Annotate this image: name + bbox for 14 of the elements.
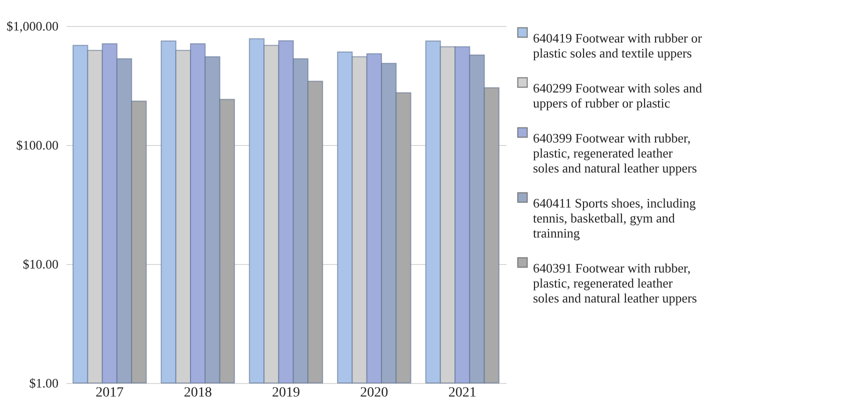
legend-label: 640419 Footwear with rubber or plastic soles and textile uppers <box>533 30 703 60</box>
legend-label: 640411 Sports shoes, including tennis, basketball, gym and trainning <box>533 196 696 240</box>
x-tick-label: 2020 <box>360 386 388 400</box>
y-tick-label: $100.00 <box>16 138 58 152</box>
x-tick-label: 2019 <box>272 386 300 400</box>
x-tick-label: 2021 <box>448 386 476 400</box>
legend-label: 640299 Footwear with soles and uppers of rubber or plastic <box>533 80 702 110</box>
legend-label: 640399 Footwear with rubber, plastic, regenerated leather soles and natural leather uppers <box>533 130 697 176</box>
x-tick-label: 2017 <box>96 386 124 400</box>
y-tick-label: $10.00 <box>22 256 58 272</box>
x-tick-label: 2018 <box>184 386 212 400</box>
y-tick-label: $1.00 <box>29 376 58 390</box>
y-tick-label: $1,000.00 <box>6 18 58 34</box>
legend-label: 640391 Footwear with rubber, plastic, regenerated leather soles and natural leather uppers <box>533 260 697 306</box>
